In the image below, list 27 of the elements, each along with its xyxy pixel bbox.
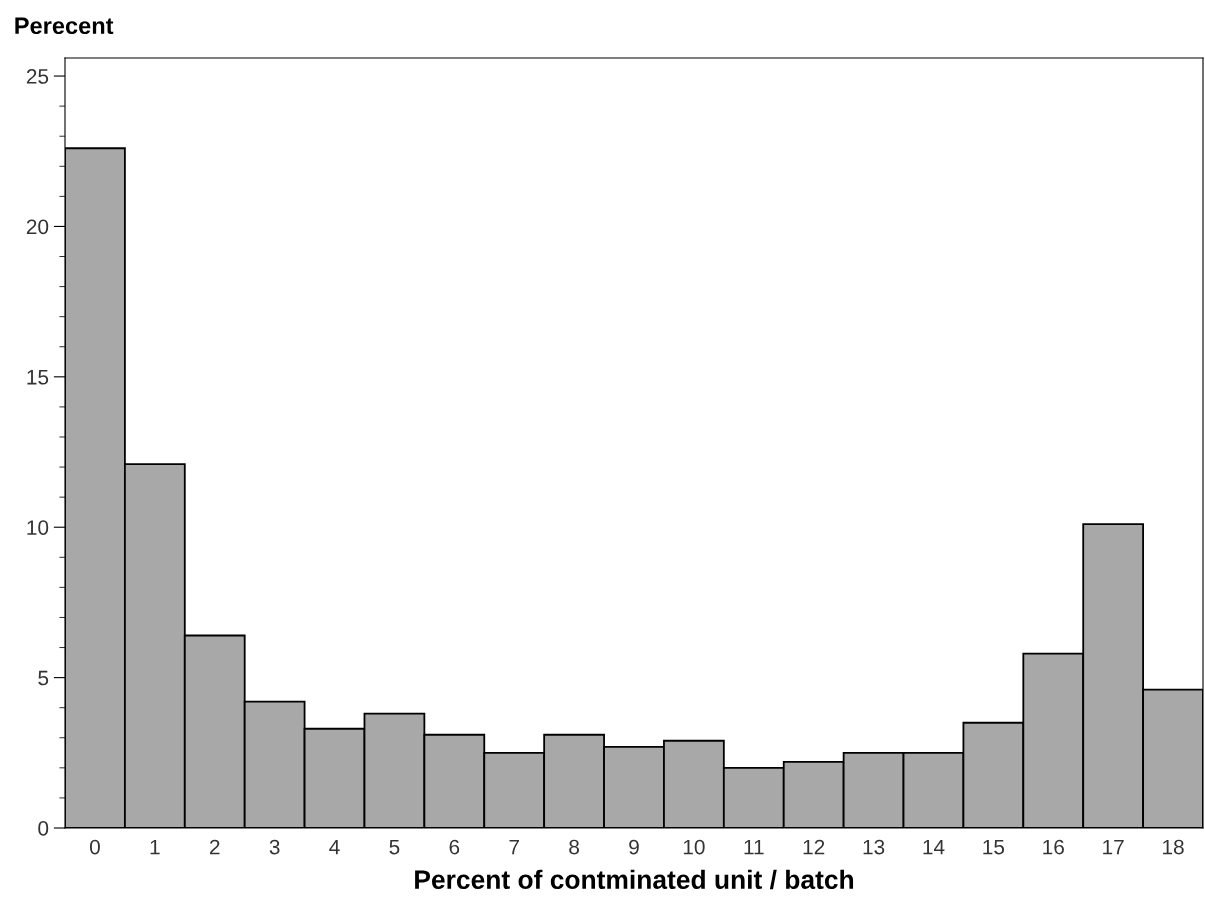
x-tick-label: 0	[89, 839, 100, 855]
x-tick-label: 10	[683, 839, 705, 855]
y-tick-label: 0	[38, 821, 49, 836]
y-tick-label: 5	[38, 670, 49, 686]
x-tick-label: 14	[923, 839, 945, 855]
y-tick-label: 10	[27, 520, 49, 535]
x-tick-label: 9	[629, 839, 639, 855]
x-tick-label: 3	[269, 839, 280, 855]
x-tick-label: 11	[744, 839, 764, 855]
x-tick-label: 4	[329, 839, 340, 855]
x-tick-label: 12	[803, 839, 825, 855]
x-tick-label: 17	[1103, 839, 1124, 855]
x-tick-label: 7	[509, 839, 519, 855]
x-axis-title: Percent of contminated unit / batch	[415, 869, 854, 890]
x-tick-label: 8	[569, 839, 579, 855]
y-axis-title: Perecent	[15, 17, 114, 35]
x-tick-label: 15	[983, 839, 1005, 855]
x-tick-label: 16	[1043, 839, 1064, 855]
x-tick-label: 18	[1163, 839, 1184, 855]
y-tick-label: 20	[26, 219, 49, 235]
x-tick-label: 5	[389, 839, 400, 855]
x-tick-label: 2	[209, 839, 220, 855]
y-tick-label: 25	[26, 69, 49, 84]
x-tick-label: 13	[863, 839, 885, 855]
x-tick-label: 6	[449, 839, 460, 855]
x-tick-label: 1	[150, 839, 160, 855]
y-tick-label: 15	[27, 370, 49, 385]
